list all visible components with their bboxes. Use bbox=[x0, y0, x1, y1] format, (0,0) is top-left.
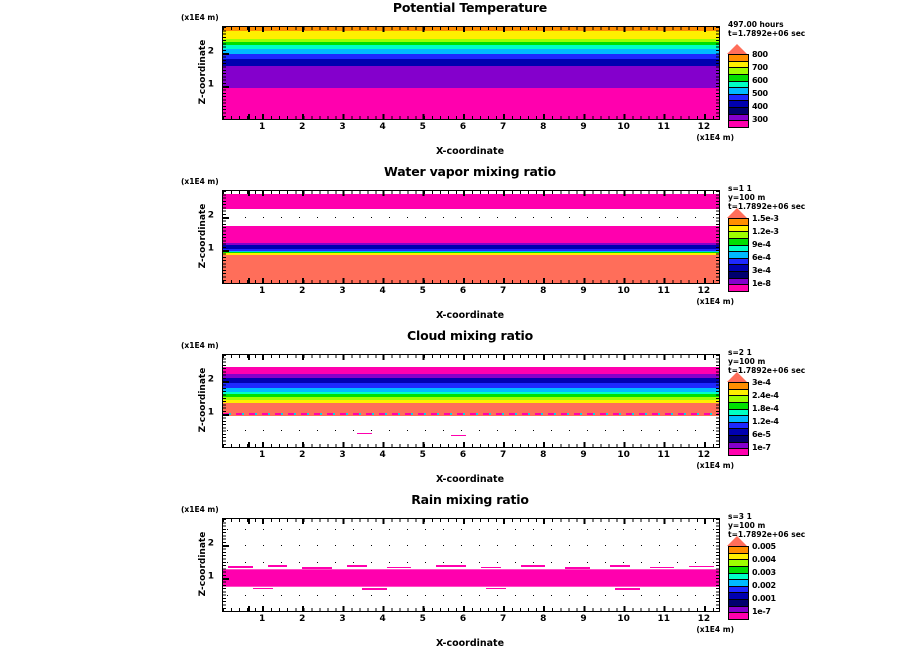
grid-dots bbox=[223, 519, 719, 611]
colorbar-boxes bbox=[728, 218, 749, 292]
x-unit-label: (x1E4 m) bbox=[696, 297, 734, 306]
panel-title: Potential Temperature bbox=[392, 0, 548, 15]
plot-area bbox=[222, 190, 720, 284]
z-unit-label: (x1E4 m) bbox=[181, 341, 219, 350]
grid-dots bbox=[223, 191, 719, 283]
colorbar-labels: 1.5e-3 1.2e-3 9e-4 6e-4 3e-4 1e-8 bbox=[752, 214, 779, 289]
x-axis-label: X-coordinate bbox=[435, 474, 505, 485]
panel-potential-temperature: Potential Temperature (x1E4 m) Z-coordin… bbox=[0, 0, 904, 164]
colorbar-arrow bbox=[727, 208, 747, 218]
annotation-line: t=1.7892e+06 sec bbox=[728, 202, 806, 211]
contour-bands bbox=[223, 191, 719, 283]
colorbar bbox=[727, 372, 749, 456]
plot-area bbox=[222, 26, 720, 120]
x-unit-label: (x1E4 m) bbox=[696, 461, 734, 470]
x-axis-label: X-coordinate bbox=[435, 310, 505, 321]
colorbar bbox=[727, 208, 749, 292]
z-unit-label: (x1E4 m) bbox=[181, 505, 219, 514]
rain-edge-dashes bbox=[223, 519, 719, 611]
colorbar bbox=[727, 44, 749, 128]
x-tick-labels: 1 2 3 4 5 6 7 8 9 10 11 12 bbox=[259, 450, 711, 460]
annotation-line: y=100 m bbox=[728, 521, 766, 530]
z-unit-label: (x1E4 m) bbox=[181, 13, 219, 22]
annotation-line: t=1.7892e+06 sec bbox=[728, 29, 806, 38]
contour-dashed-line bbox=[223, 413, 719, 415]
panel-title: Rain mixing ratio bbox=[411, 492, 529, 507]
colorbar-arrow bbox=[727, 536, 747, 546]
contour-bands bbox=[223, 27, 719, 119]
panel-title: Cloud mixing ratio bbox=[407, 328, 533, 343]
z-unit-label: (x1E4 m) bbox=[181, 177, 219, 186]
panel-rain-mixing-ratio: Rain mixing ratio (x1E4 m) Z-coordinate … bbox=[0, 492, 904, 656]
annotation-block: s=2 1 y=100 m t=1.7892e+06 sec bbox=[728, 348, 805, 375]
x-unit-label: (x1E4 m) bbox=[696, 625, 734, 634]
colorbar-labels: 800 700 600 500 400 300 bbox=[752, 50, 768, 125]
annotation-block: s=1 1 y=100 m t=1.7892e+06 sec bbox=[728, 184, 805, 211]
annotation-line: t=1.7892e+06 sec bbox=[728, 530, 806, 539]
annotation-line: s=2 1 bbox=[728, 348, 752, 357]
rain-layer-band bbox=[223, 570, 719, 587]
annotation-block: s=3 1 y=100 m t=1.7892e+06 sec bbox=[728, 512, 805, 539]
annotation-line: s=3 1 bbox=[728, 512, 752, 521]
colorbar-boxes bbox=[728, 54, 749, 128]
colorbar-arrow bbox=[727, 44, 747, 54]
annotation-block: 497.00 hours t=1.7892e+06 sec bbox=[728, 20, 805, 38]
plot-area bbox=[222, 518, 720, 612]
trace-cloud-dashes bbox=[223, 355, 719, 447]
x-tick-labels: 1 2 3 4 5 6 7 8 9 10 11 12 bbox=[259, 286, 711, 296]
x-tick-labels: 1 2 3 4 5 6 7 8 9 10 11 12 bbox=[259, 614, 711, 624]
annotation-line: s=1 1 bbox=[728, 184, 752, 193]
x-axis-label: X-coordinate bbox=[435, 146, 505, 157]
x-axis-label: X-coordinate bbox=[435, 638, 505, 649]
colorbar bbox=[727, 536, 749, 620]
panel-cloud-mixing-ratio: Cloud mixing ratio (x1E4 m) Z-coordinate… bbox=[0, 328, 904, 492]
grid-dots bbox=[223, 355, 719, 447]
colorbar-arrow bbox=[727, 372, 747, 382]
colorbar-boxes bbox=[728, 546, 749, 620]
panel-title: Water vapor mixing ratio bbox=[384, 164, 556, 179]
plot-area bbox=[222, 354, 720, 448]
annotation-line: y=100 m bbox=[728, 357, 766, 366]
colorbar-boxes bbox=[728, 382, 749, 456]
colorbar-labels: 0.005 0.004 0.003 0.002 0.001 1e-7 bbox=[752, 542, 776, 617]
x-unit-label: (x1E4 m) bbox=[696, 133, 734, 142]
annotation-line: t=1.7892e+06 sec bbox=[728, 366, 806, 375]
annotation-line: 497.00 hours bbox=[728, 20, 784, 29]
annotation-line: y=100 m bbox=[728, 193, 766, 202]
colorbar-labels: 3e-4 2.4e-4 1.8e-4 1.2e-4 6e-5 1e-7 bbox=[752, 378, 779, 453]
contour-bands bbox=[223, 519, 719, 611]
panel-water-vapor-mixing-ratio: Water vapor mixing ratio (x1E4 m) Z-coor… bbox=[0, 164, 904, 328]
x-tick-labels: 1 2 3 4 5 6 7 8 9 10 11 12 bbox=[259, 122, 711, 132]
